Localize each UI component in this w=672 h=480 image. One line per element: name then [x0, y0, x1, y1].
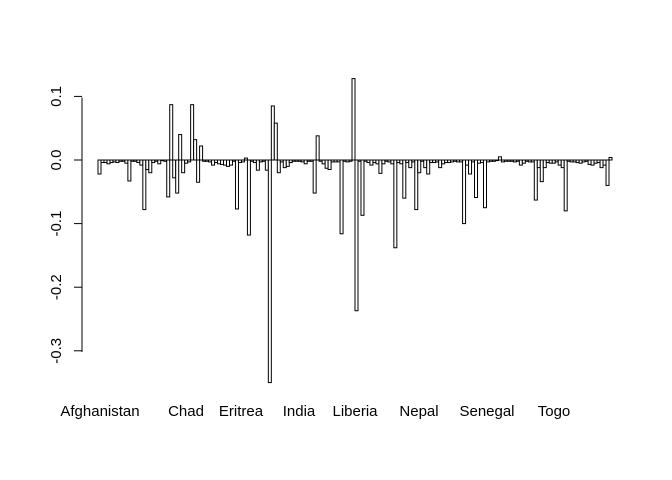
bars — [97, 78, 613, 384]
bar — [273, 122, 278, 161]
bar — [408, 159, 413, 169]
bar — [303, 159, 308, 165]
y-ticks: -0.3 -0.2 -0.1 0.0 0.1 — [48, 86, 82, 364]
bar — [246, 159, 251, 236]
y-tick-label: 0.1 — [48, 86, 65, 107]
bar — [243, 157, 248, 161]
bar — [608, 156, 613, 161]
bar — [169, 104, 174, 161]
bar — [228, 159, 233, 166]
bar — [542, 159, 547, 169]
bar — [267, 159, 272, 384]
bar — [474, 159, 479, 199]
bar — [255, 159, 260, 171]
bar — [178, 134, 183, 161]
bar — [360, 159, 365, 216]
bar — [468, 159, 473, 175]
bar — [393, 159, 398, 249]
bar — [234, 159, 239, 210]
bar — [354, 159, 359, 312]
x-label-nepal: Nepal — [399, 403, 438, 420]
bar — [414, 159, 419, 211]
bar — [605, 159, 610, 186]
bar — [285, 159, 290, 167]
bar — [240, 159, 245, 163]
x-label-india: India — [283, 403, 316, 420]
x-label-senegal: Senegal — [459, 403, 514, 420]
bar — [539, 159, 544, 183]
bar — [327, 159, 332, 171]
x-label-chad: Chad — [168, 403, 204, 420]
y-tick-label: -0.3 — [48, 338, 65, 364]
y-tick-label: 0.0 — [48, 150, 65, 171]
bar — [127, 159, 132, 182]
x-label-eritrea: Eritrea — [219, 403, 264, 420]
y-tick-label: -0.1 — [48, 211, 65, 237]
x-label-afghanistan: Afghanistan — [60, 403, 139, 420]
bar — [381, 159, 386, 165]
bar — [142, 159, 147, 211]
bar — [276, 159, 281, 174]
bar — [462, 159, 467, 225]
bar — [166, 159, 171, 198]
bar — [339, 159, 344, 235]
bar — [97, 159, 102, 175]
x-group-labels: Afghanistan Chad Eritrea India Liberia N… — [60, 403, 570, 420]
bar — [351, 78, 356, 161]
bar — [175, 159, 180, 194]
x-label-liberia: Liberia — [332, 403, 378, 420]
bar — [483, 159, 487, 209]
bar — [417, 159, 422, 174]
bar — [312, 159, 317, 194]
bar — [187, 159, 192, 163]
bar — [563, 159, 568, 212]
bar — [199, 145, 204, 161]
y-tick-label: -0.2 — [48, 274, 65, 300]
bar — [148, 159, 153, 174]
bar — [426, 159, 431, 175]
bar — [193, 139, 198, 161]
x-label-togo: Togo — [538, 403, 571, 420]
bar — [315, 135, 320, 161]
bar — [402, 159, 407, 199]
bar — [348, 159, 353, 162]
bar — [533, 159, 538, 201]
bar — [378, 159, 383, 174]
bar — [157, 159, 162, 165]
bar — [181, 159, 186, 174]
bar — [196, 159, 201, 183]
bar — [497, 156, 502, 161]
bar — [190, 104, 195, 161]
